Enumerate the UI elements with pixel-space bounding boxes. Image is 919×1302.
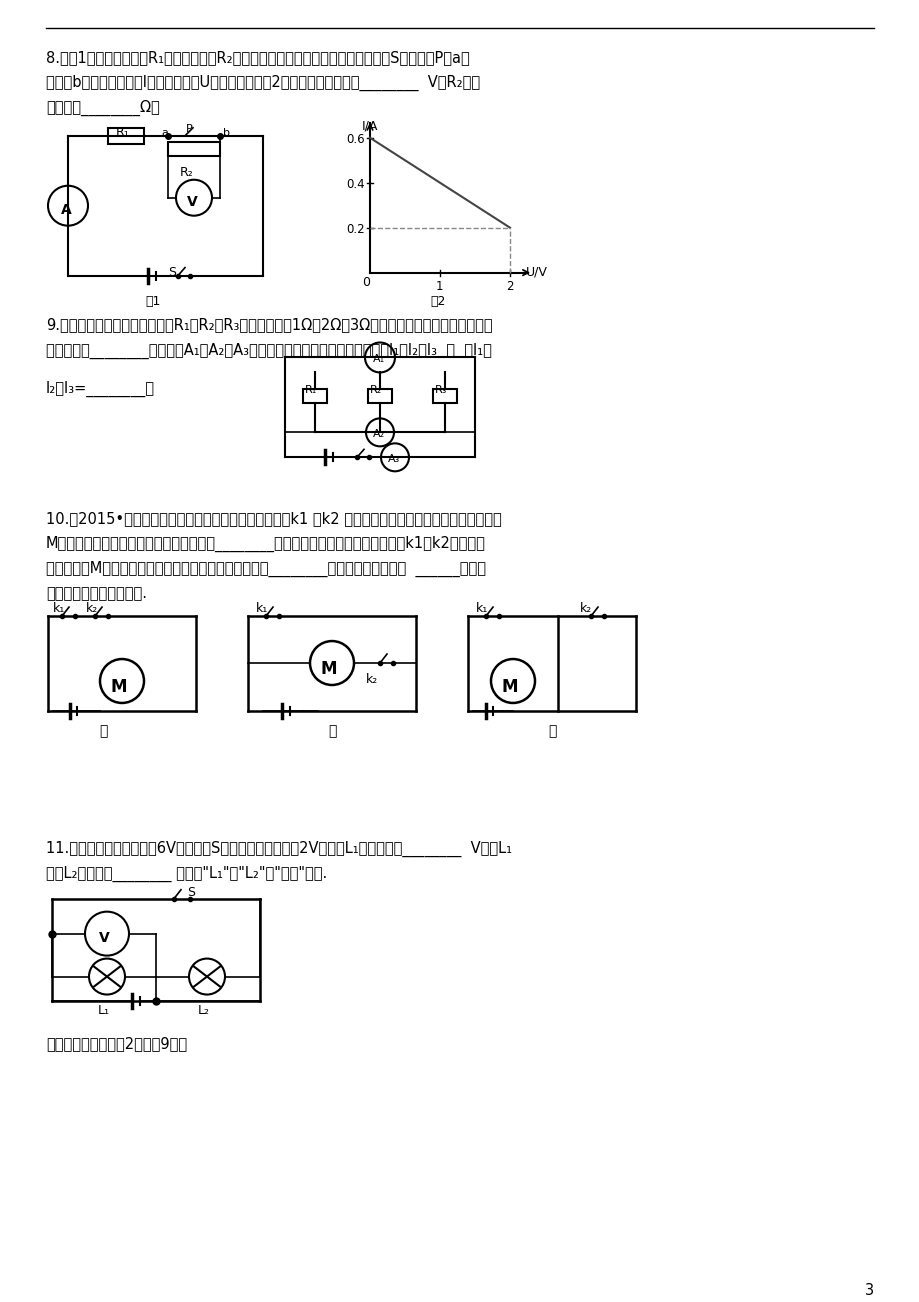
- Circle shape: [48, 186, 88, 225]
- Text: 3: 3: [864, 1282, 873, 1298]
- Text: M: M: [321, 660, 337, 678]
- Text: 丙: 丙: [547, 724, 556, 738]
- Text: 开关都闭合电池将被短路.: 开关都闭合电池将被短路.: [46, 586, 147, 602]
- Text: k₁: k₁: [53, 602, 65, 615]
- Circle shape: [380, 444, 409, 471]
- Text: A₂: A₂: [372, 430, 385, 439]
- Text: 0.6: 0.6: [346, 133, 364, 146]
- Text: V: V: [99, 931, 109, 945]
- Bar: [168, 142, 220, 156]
- Text: 9.如图所示的电路中，三个电阻R₁、R₂、R₃的阻值分别为1Ω、2Ω、3Ω，开关闭合后，通过三个电阻的: 9.如图所示的电路中，三个电阻R₁、R₂、R₃的阻值分别为1Ω、2Ω、3Ω，开关…: [46, 318, 492, 332]
- Text: R₁: R₁: [116, 126, 130, 139]
- Text: 和灯L₂的电流是________ （选填"L₁"、"L₂"或"一样"）大.: 和灯L₂的电流是________ （选填"L₁"、"L₂"或"一样"）大.: [46, 866, 327, 881]
- Circle shape: [366, 418, 393, 447]
- Text: L₁: L₁: [98, 1004, 110, 1017]
- Text: k₁: k₁: [255, 602, 268, 615]
- Text: S: S: [168, 266, 176, 279]
- Text: M: M: [111, 678, 128, 697]
- Text: 甲: 甲: [98, 724, 108, 738]
- Bar: [302, 389, 326, 404]
- Text: k₂: k₂: [366, 673, 378, 686]
- Text: 大阻值为________Ω．: 大阻值为________Ω．: [46, 100, 160, 116]
- Text: I₂：I₃=________．: I₂：I₃=________．: [46, 380, 154, 397]
- Circle shape: [176, 180, 211, 216]
- Circle shape: [310, 641, 354, 685]
- Text: V: V: [187, 195, 198, 208]
- Circle shape: [365, 342, 394, 372]
- Text: 10.（2015•佛山）在晓月设计的小组合作控制电路中，k1 和k2 是指纹开关，当两开关都闭合时，电动机: 10.（2015•佛山）在晓月设计的小组合作控制电路中，k1 和k2 是指纹开关…: [46, 512, 501, 526]
- Text: b: b: [222, 128, 230, 138]
- Text: A₃: A₃: [388, 454, 400, 465]
- Text: 乙: 乙: [327, 724, 335, 738]
- Text: 1: 1: [436, 280, 443, 293]
- Text: k₂: k₂: [85, 602, 98, 615]
- Text: k₂: k₂: [579, 602, 592, 615]
- Text: R₂: R₂: [180, 165, 194, 178]
- Text: 0.2: 0.2: [346, 223, 364, 236]
- Text: R₃: R₃: [435, 385, 447, 396]
- Text: A: A: [61, 203, 72, 216]
- Circle shape: [89, 958, 125, 995]
- Text: a: a: [161, 128, 167, 138]
- Text: S: S: [187, 885, 195, 898]
- Text: 图2: 图2: [430, 294, 445, 307]
- Text: 11.如图所示，电源电压是6V且不变，S闭合后电压表示数为2V，则灯L₁两端电压为________  V；灯L₁: 11.如图所示，电源电压是6V且不变，S闭合后电压表示数为2V，则灯L₁两端电压…: [46, 841, 512, 857]
- Text: L₂: L₂: [198, 1004, 210, 1017]
- Bar: [108, 128, 144, 143]
- Circle shape: [85, 911, 129, 956]
- Circle shape: [491, 659, 535, 703]
- Text: 0.4: 0.4: [346, 178, 364, 190]
- Text: 移动到b端，电流表示数I与电压表示数U的变化关系如图2所示，则电源电压为________  V，R₂的最: 移动到b端，电流表示数I与电压表示数U的变化关系如图2所示，则电源电压为____…: [46, 76, 480, 91]
- Bar: [368, 389, 391, 404]
- Circle shape: [100, 659, 144, 703]
- Text: M启动开始小组活动，此控制电路是图中的________图；晓宇设计的是防盗电路，触发k1或k2的防盗开: M启动开始小组活动，此控制电路是图中的________图；晓宇设计的是防盗电路，…: [46, 536, 485, 552]
- Text: R₁: R₁: [305, 385, 317, 396]
- Text: 电流之比为________，电流表A₁、A₂和A₃的内阻均可忽略，它们的示数分别为I₁、I₂和I₃  ，  则I₁：: 电流之比为________，电流表A₁、A₂和A₃的内阻均可忽略，它们的示数分别…: [46, 342, 492, 358]
- Bar: [433, 389, 457, 404]
- Text: 三、实验探究题（共2题；共9分）: 三、实验探究题（共2题；共9分）: [46, 1036, 187, 1052]
- Text: R₂: R₂: [369, 385, 381, 396]
- Text: U/V: U/V: [526, 266, 548, 279]
- Text: 2: 2: [505, 280, 513, 293]
- Circle shape: [188, 958, 225, 995]
- Text: I/A: I/A: [361, 120, 378, 133]
- Text: 关，电动机M自动启动将盗贼锁定，防盗电路是下图中的________图；下列电路图中的  ______图若两: 关，电动机M自动启动将盗贼锁定，防盗电路是下图中的________图；下列电路图…: [46, 561, 485, 577]
- Text: A₁: A₁: [372, 354, 385, 365]
- Text: 图1: 图1: [145, 294, 161, 307]
- Text: 0: 0: [361, 276, 369, 289]
- Text: 8.如图1所示的电路中，R₁为定值电阻，R₂为滑动变阻器，电源电压不变．闭合开关S后，滑片P从a端: 8.如图1所示的电路中，R₁为定值电阻，R₂为滑动变阻器，电源电压不变．闭合开关…: [46, 49, 470, 65]
- Text: P: P: [186, 124, 193, 134]
- Text: M: M: [502, 678, 518, 697]
- Text: k₁: k₁: [475, 602, 488, 615]
